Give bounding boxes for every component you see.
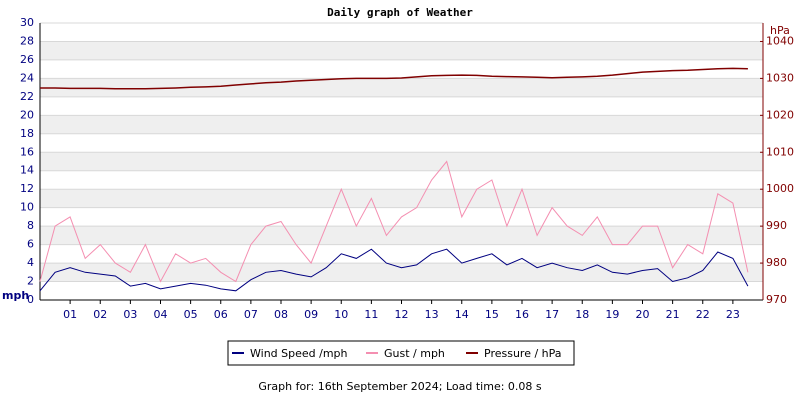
y2-tick-label: 1010 xyxy=(766,145,794,158)
y-tick-label: 2 xyxy=(27,275,34,288)
y-tick-label: 30 xyxy=(20,16,34,29)
grid-band xyxy=(40,189,763,208)
y2-tick-label: 980 xyxy=(766,256,787,269)
x-tick-label: 23 xyxy=(726,308,740,321)
x-tick-label: 09 xyxy=(304,308,318,321)
legend-label: Gust / mph xyxy=(384,347,445,360)
chart-title: Daily graph of Weather xyxy=(327,6,473,19)
legend-label: Wind Speed /mph xyxy=(250,347,348,360)
y2-tick-label: 1030 xyxy=(766,71,794,84)
y2-tick-label: 1020 xyxy=(766,108,794,121)
y2-tick-label: 1040 xyxy=(766,34,794,47)
y2-tick-label: 990 xyxy=(766,219,787,232)
y-tick-label: 22 xyxy=(20,90,34,103)
x-tick-label: 18 xyxy=(575,308,589,321)
grid-band xyxy=(40,226,763,245)
y-tick-label: 4 xyxy=(27,256,34,269)
grid-band xyxy=(40,78,763,97)
y-tick-label: 0 xyxy=(27,293,34,306)
x-tick-label: 06 xyxy=(214,308,228,321)
x-tick-label: 01 xyxy=(63,308,77,321)
y-tick-label: 18 xyxy=(20,127,34,140)
x-tick-label: 11 xyxy=(364,308,378,321)
x-tick-label: 22 xyxy=(696,308,710,321)
x-tick-label: 08 xyxy=(274,308,288,321)
x-tick-label: 03 xyxy=(123,308,137,321)
footer: Graph for: 16th September 2024; Load tim… xyxy=(258,380,542,393)
x-tick-label: 05 xyxy=(184,308,198,321)
x-tick-label: 10 xyxy=(334,308,348,321)
y2-tick-label: 1000 xyxy=(766,182,794,195)
y-tick-label: 16 xyxy=(20,145,34,158)
y-tick-label: 24 xyxy=(20,71,34,84)
x-tick-label: 15 xyxy=(485,308,499,321)
x-tick-label: 07 xyxy=(244,308,258,321)
x-tick-label: 19 xyxy=(605,308,619,321)
series-line xyxy=(39,160,749,283)
x-tick-label: 20 xyxy=(636,308,650,321)
x-tick-label: 21 xyxy=(666,308,680,321)
y-tick-label: 12 xyxy=(20,182,34,195)
legend xyxy=(227,340,575,366)
y2-tick-label: 970 xyxy=(766,293,787,306)
y-tick-label: 6 xyxy=(27,238,34,251)
grid-band xyxy=(40,152,763,171)
y-tick-label: 20 xyxy=(20,108,34,121)
grid-band xyxy=(40,263,763,282)
y-tick-label: 8 xyxy=(27,219,34,232)
x-tick-label: 17 xyxy=(545,308,559,321)
grid-band xyxy=(40,115,763,134)
x-tick-label: 13 xyxy=(425,308,439,321)
x-tick-label: 14 xyxy=(455,308,469,321)
x-tick-label: 16 xyxy=(515,308,529,321)
x-tick-label: 02 xyxy=(93,308,107,321)
y-tick-label: 26 xyxy=(20,53,34,66)
y-tick-label: 10 xyxy=(20,201,34,214)
series-line xyxy=(39,248,749,292)
plot-background xyxy=(40,41,763,282)
x-tick-label: 04 xyxy=(154,308,168,321)
legend-label: Pressure / hPa xyxy=(484,347,562,360)
grid-band xyxy=(40,41,763,60)
y-tick-label: 14 xyxy=(20,164,34,177)
y2-axis-label: hPa xyxy=(770,24,790,37)
y-axis-label: mph xyxy=(2,289,29,302)
x-tick-label: 12 xyxy=(395,308,409,321)
series-line xyxy=(40,67,748,90)
y-tick-label: 28 xyxy=(20,34,34,47)
